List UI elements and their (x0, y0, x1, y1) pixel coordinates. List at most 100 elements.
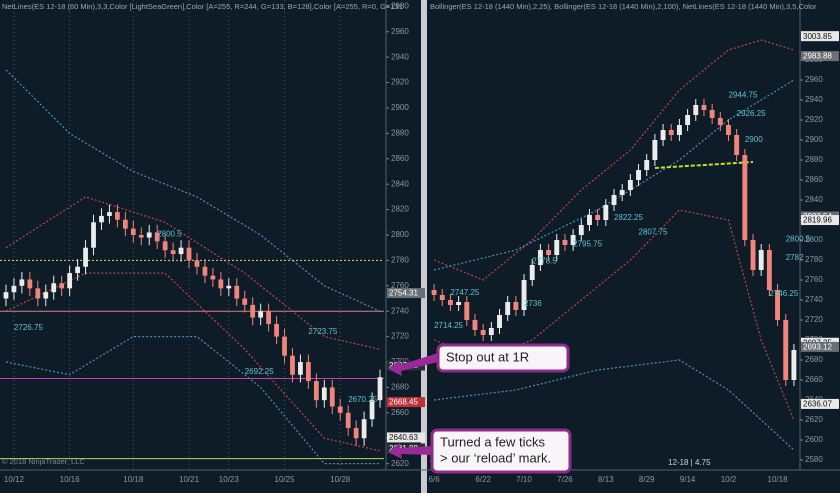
candle-body (619, 190, 625, 195)
y-tick-label: 2720 (805, 315, 823, 324)
candle-body (258, 311, 264, 318)
price-annotation: 2692.25 (245, 367, 274, 376)
price-annotation: 2822.25 (614, 213, 643, 222)
candle-body (587, 215, 592, 225)
candle-body (266, 311, 271, 324)
x-tick-label: 10/18 (123, 475, 144, 484)
y-tick-label: 2940 (805, 95, 823, 104)
candle-body (660, 130, 666, 140)
band-line (434, 359, 795, 451)
candle-body (210, 275, 216, 280)
price-tag-label: 2754.31 (389, 289, 418, 298)
band-line (5, 69, 381, 312)
y-tick-label: 2740 (391, 306, 409, 315)
x-tick-label: 6/22 (475, 475, 491, 484)
y-tick-label: 2880 (391, 128, 409, 137)
candle-body (83, 247, 88, 267)
candle-body (274, 323, 279, 337)
candle-body (783, 320, 789, 380)
price-tag (801, 51, 839, 62)
candle-body (521, 280, 527, 310)
candle-body (369, 400, 375, 420)
price-annotation: 2670.25 (348, 395, 377, 404)
x-tick-label: 10/21 (179, 475, 200, 484)
candle-body (627, 180, 633, 190)
candle-body (27, 279, 33, 289)
price-annotation: 2800.5 (157, 229, 182, 238)
y-tick-label: 2940 (391, 52, 409, 61)
price-tag (801, 215, 839, 226)
y-tick-label: 2840 (805, 195, 823, 204)
candle-body (321, 387, 327, 401)
price-annotation: 2747.25 (450, 288, 479, 297)
y-tick-label: 2660 (805, 375, 823, 384)
y-tick-label: 2600 (805, 435, 823, 444)
candle-body (11, 285, 17, 293)
y-tick-label: 2840 (391, 179, 409, 188)
y-tick-label: 2900 (391, 103, 409, 112)
y-tick-label: 2980 (391, 1, 409, 10)
price-tag-label: 2636.07 (803, 400, 832, 409)
y-tick-label: 2720 (391, 332, 409, 341)
y-tick-label: 2580 (805, 455, 823, 464)
candle-body (488, 328, 494, 335)
y-tick-label: 2920 (805, 115, 823, 124)
candle-body (578, 225, 584, 235)
panel-header: NetLines(ES 12-18 (60 Min),3,3,Color [Li… (2, 2, 403, 11)
price-tag-label: 2668.45 (389, 398, 418, 407)
band-line (5, 272, 381, 452)
candle-body (122, 219, 128, 229)
copyright: © 2018 NinjaTrader, LLC (2, 457, 85, 466)
candle-body (361, 419, 367, 439)
price-annotation: 2795.75 (573, 239, 602, 248)
y-tick-label: 2620 (391, 459, 409, 468)
candle-body (329, 387, 335, 407)
y-tick-label: 2900 (805, 135, 823, 144)
candle-body (59, 283, 65, 289)
candle-body (775, 290, 781, 320)
candle-body (138, 235, 144, 238)
candle-body (194, 260, 200, 267)
candle-body (218, 279, 224, 289)
callout-text: Turned a few ticks (440, 434, 546, 449)
price-tag-label: 2640.63 (389, 433, 418, 442)
price-annotation: 2778.5 (532, 257, 557, 266)
candle-body (107, 212, 112, 216)
candle-body (554, 240, 560, 255)
band-line (5, 336, 380, 465)
candle-body (464, 302, 470, 320)
candle-body (51, 283, 57, 293)
x-tick-label: 10/18 (768, 475, 789, 484)
y-tick-label: 2920 (391, 78, 409, 87)
band-line (433, 209, 795, 421)
callout-text: Stop out at 1R (446, 349, 529, 364)
x-tick-label: 9/14 (680, 475, 696, 484)
price-annotation: 2807.75 (639, 227, 668, 236)
candle-body (546, 250, 552, 255)
band-line (433, 39, 795, 281)
price-annotation: 2726.75 (14, 323, 43, 332)
price-tag (387, 397, 425, 408)
y-tick-label: 2960 (391, 27, 409, 36)
candle-body (439, 295, 445, 300)
candle-body (726, 125, 731, 135)
trend-segment (654, 161, 754, 169)
candle-body (170, 250, 176, 255)
candle-body (298, 362, 303, 375)
candle-body (19, 279, 25, 286)
x-tick-label: 10/12 (4, 475, 25, 484)
candle-body (130, 228, 136, 235)
y-tick-label: 2660 (391, 408, 409, 417)
candle-body (537, 250, 543, 265)
candle-body (668, 130, 674, 135)
candle-body (202, 266, 208, 276)
candle-body (603, 205, 609, 220)
price-annotation: 2736 (524, 299, 542, 308)
price-tag-label: 2693.12 (803, 342, 832, 351)
y-tick-label: 2760 (805, 275, 823, 284)
price-tag-label: 2819.96 (803, 216, 832, 225)
candle-body (701, 105, 707, 110)
candle-body (676, 125, 682, 135)
